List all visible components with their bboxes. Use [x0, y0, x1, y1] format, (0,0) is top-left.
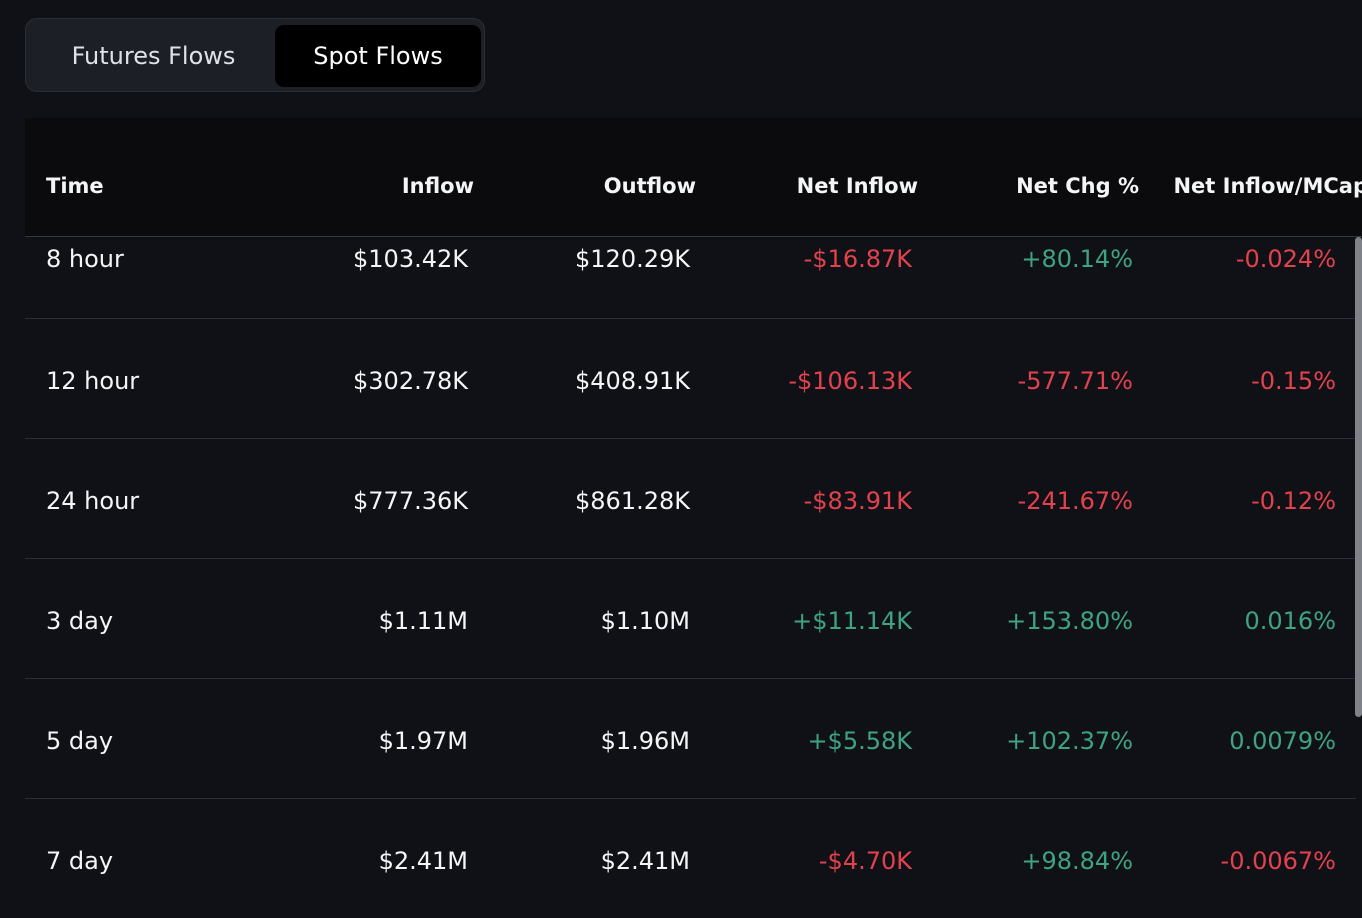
tab-futures-flows[interactable]: Futures Flows	[71, 42, 236, 70]
cell-time: 5 day	[46, 727, 114, 755]
cell-inflow: $302.78K	[353, 367, 468, 395]
cell-inflow: $2.41M	[378, 847, 468, 875]
cell-net-chg: -577.71%	[1017, 367, 1133, 395]
cell-inflow: $103.42K	[353, 245, 468, 273]
cell-inflow: $777.36K	[353, 487, 468, 515]
header-time: Time	[46, 174, 104, 198]
cell-net-inflow: -$16.87K	[803, 245, 912, 273]
table-row: 24 hour $777.36K $861.28K -$83.91K -241.…	[25, 439, 1356, 559]
cell-net-inflow: -$83.91K	[803, 487, 912, 515]
cell-outflow: $120.29K	[575, 245, 690, 273]
tab-spot-flows[interactable]: Spot Flows	[275, 25, 481, 87]
cell-net-inflow-mcap: 0.0079%	[1229, 727, 1336, 755]
header-net-inflow: Net Inflow	[796, 174, 918, 198]
table-row: 3 day $1.11M $1.10M +$11.14K +153.80% 0.…	[25, 559, 1356, 679]
cell-outflow: $1.10M	[600, 607, 690, 635]
header-net-chg: Net Chg %	[1016, 174, 1139, 198]
cell-outflow: $2.41M	[600, 847, 690, 875]
cell-time: 8 hour	[46, 245, 124, 273]
header-outflow: Outflow	[603, 174, 696, 198]
cell-net-chg: +80.14%	[1021, 245, 1133, 273]
table-header: Time Inflow Outflow Net Inflow Net Chg %…	[25, 118, 1362, 237]
table-row: 12 hour $302.78K $408.91K -$106.13K -577…	[25, 319, 1356, 439]
cell-time: 24 hour	[46, 487, 140, 515]
flow-type-tabs: Futures Flows Spot Flows	[25, 18, 485, 92]
header-net-inflow-mcap: Net Inflow/MCap	[1173, 174, 1362, 198]
cell-inflow: $1.11M	[378, 607, 468, 635]
cell-outflow: $1.96M	[600, 727, 690, 755]
cell-outflow: $861.28K	[575, 487, 690, 515]
cell-inflow: $1.97M	[378, 727, 468, 755]
table-row: 5 day $1.97M $1.96M +$5.58K +102.37% 0.0…	[25, 679, 1356, 799]
cell-net-chg: +98.84%	[1021, 847, 1133, 875]
cell-net-inflow-mcap: -0.12%	[1251, 487, 1336, 515]
cell-net-chg: +153.80%	[1006, 607, 1133, 635]
table-row: 8 hour $103.42K $120.29K -$16.87K +80.14…	[25, 237, 1356, 319]
table-row: 7 day $2.41M $2.41M -$4.70K +98.84% -0.0…	[25, 799, 1356, 918]
cell-time: 7 day	[46, 847, 114, 875]
cell-net-chg: +102.37%	[1006, 727, 1133, 755]
cell-time: 3 day	[46, 607, 114, 635]
cell-time: 12 hour	[46, 367, 140, 395]
cell-net-inflow-mcap: -0.024%	[1235, 245, 1336, 273]
cell-net-inflow: -$4.70K	[818, 847, 912, 875]
cell-net-inflow-mcap: -0.15%	[1251, 367, 1336, 395]
cell-net-inflow: +$5.58K	[807, 727, 912, 755]
cell-net-inflow-mcap: -0.0067%	[1220, 847, 1336, 875]
cell-net-chg: -241.67%	[1017, 487, 1133, 515]
cell-net-inflow-mcap: 0.016%	[1244, 607, 1336, 635]
header-inflow: Inflow	[401, 174, 474, 198]
cell-outflow: $408.91K	[575, 367, 690, 395]
table-scrollbar[interactable]	[1355, 237, 1362, 717]
cell-net-inflow: +$11.14K	[792, 607, 912, 635]
flows-table: Time Inflow Outflow Net Inflow Net Chg %…	[25, 118, 1362, 918]
cell-net-inflow: -$106.13K	[788, 367, 912, 395]
